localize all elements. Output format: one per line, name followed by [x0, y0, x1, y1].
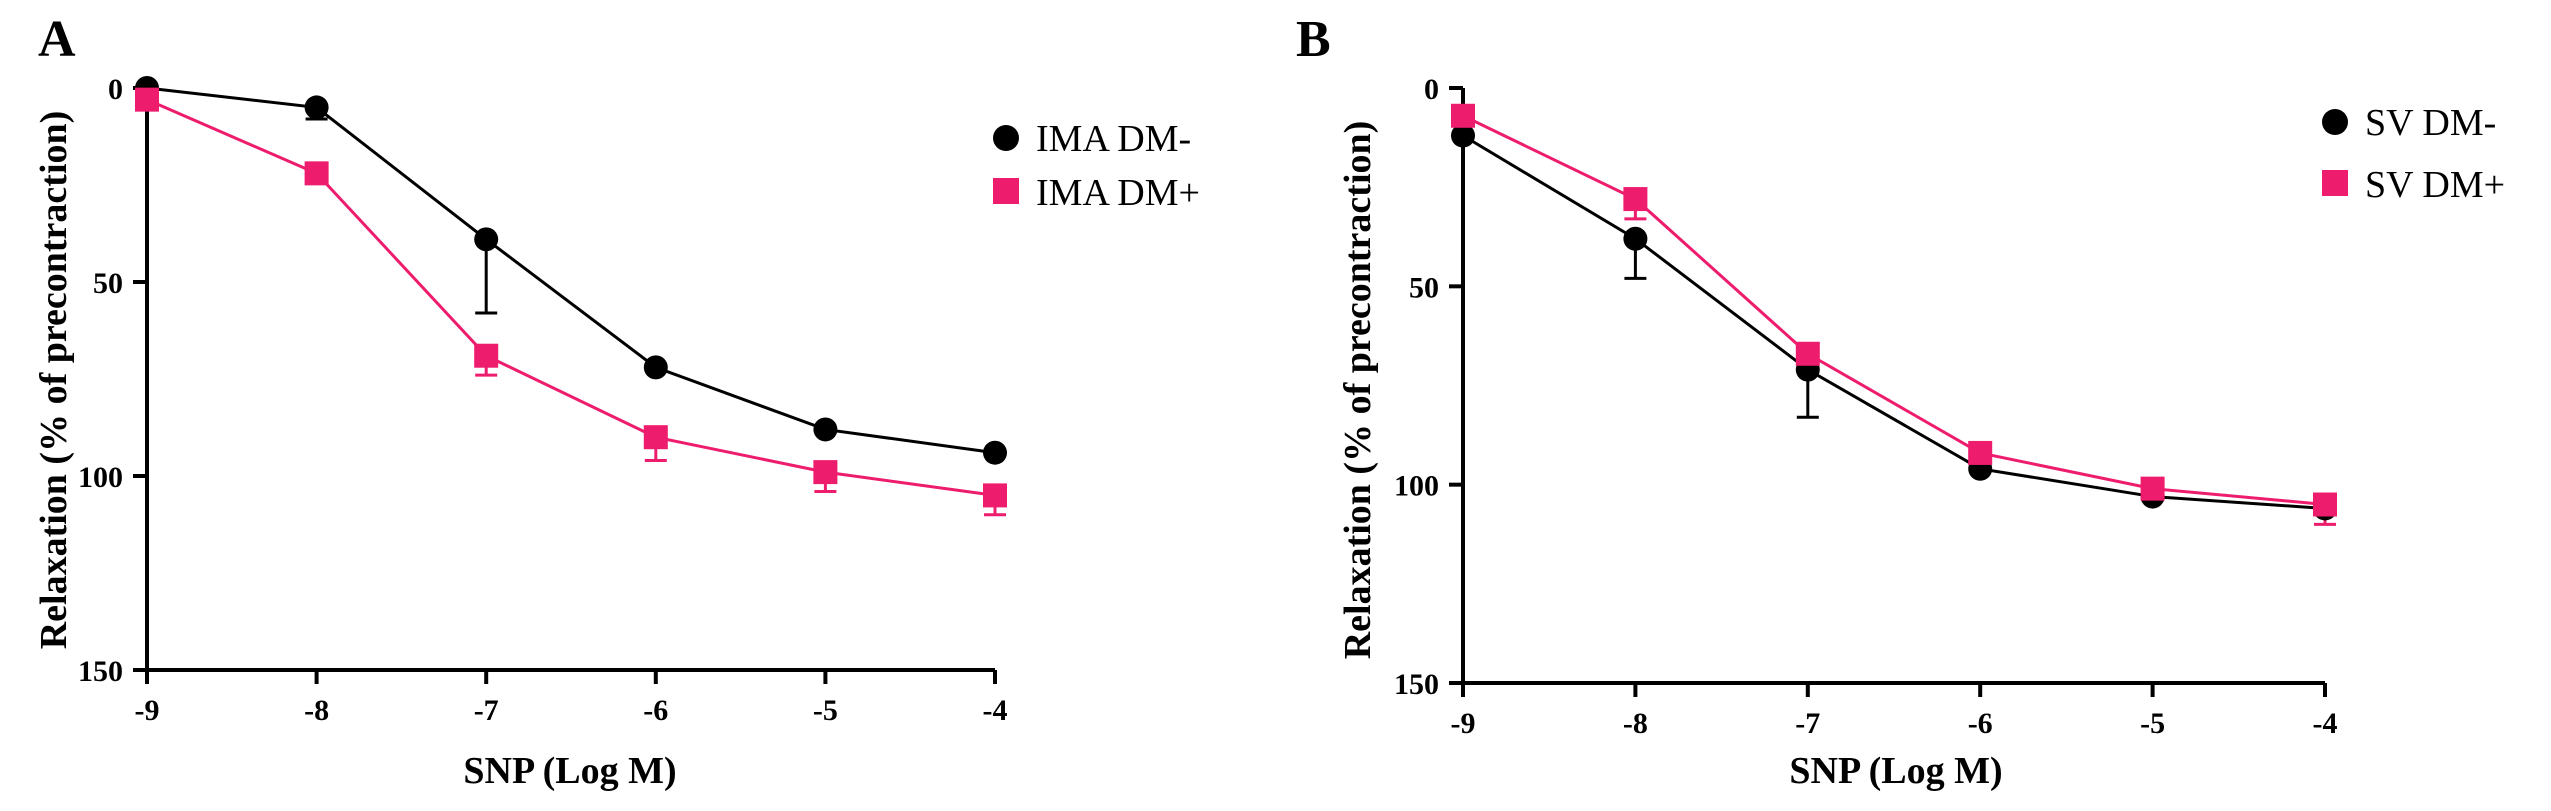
legend-item-ima-dm-plus: IMA DM+: [993, 172, 1200, 214]
x-tick-label: -6: [643, 694, 668, 727]
data-point-square: [1451, 103, 1475, 128]
data-point-square: [2140, 476, 2165, 501]
data-point-square: [983, 483, 1007, 508]
legend-square-marker: [993, 178, 1019, 204]
data-point-square: [813, 460, 838, 485]
series-line-0: [146, 86, 996, 455]
data-point-square: [304, 161, 329, 186]
y-tick-label: 0: [1424, 73, 1439, 106]
legend-label: SV DM+: [2365, 164, 2505, 206]
panel-b-letter: B: [1296, 11, 1331, 68]
legend-item-ima-dm-minus: IMA DM-: [993, 118, 1191, 160]
legend-circle-marker: [2322, 109, 2348, 135]
data-point-circle: [813, 417, 838, 442]
panel-b-marks: [1451, 103, 2337, 526]
x-tick-label: -9: [135, 694, 160, 727]
data-point-square: [1795, 341, 1820, 366]
x-tick-label: -4: [2313, 707, 2338, 740]
data-point-square: [474, 343, 499, 368]
series-line-1: [1462, 114, 2326, 506]
legend-label: IMA DM-: [1036, 118, 1191, 160]
panel-a-letter: A: [38, 11, 76, 68]
legend-label: SV DM-: [2365, 102, 2496, 144]
y-tick-label: 0: [108, 73, 123, 106]
y-tick-label: 150: [1394, 668, 1439, 701]
data-point-square: [135, 87, 159, 112]
panel-a-legend: IMA DM- IMA DM+: [993, 118, 1200, 214]
panel-a: A Relaxation (% of precontraction) SNP (…: [33, 11, 1200, 792]
x-tick-label: -5: [2140, 707, 2165, 740]
data-point-square: [2313, 492, 2337, 517]
x-tick-label: -5: [813, 694, 838, 727]
data-point-circle: [304, 95, 329, 120]
data-point-circle: [1623, 226, 1648, 251]
x-tick-label: -6: [1968, 707, 1993, 740]
panel-a-y-axis-title: Relaxation (% of precontraction): [33, 111, 75, 650]
panel-b-y-axis-title: Relaxation (% of precontraction): [1337, 121, 1379, 660]
x-tick-label: -8: [1623, 707, 1648, 740]
legend-square-marker: [2322, 170, 2348, 196]
x-tick-label: -7: [1795, 707, 1820, 740]
y-tick-label: 100: [1394, 470, 1439, 503]
y-tick-label: 150: [78, 655, 123, 688]
panel-b: B Relaxation (% of precontraction) SNP (…: [1296, 11, 2505, 792]
series-line-1: [146, 98, 996, 497]
data-point-square: [1623, 187, 1648, 212]
panel-a-axes: [145, 88, 995, 672]
data-point-circle: [643, 355, 668, 380]
x-tick-label: -7: [474, 694, 499, 727]
panel-b-legend: SV DM- SV DM+: [2322, 102, 2505, 206]
x-tick-label: -8: [304, 694, 329, 727]
legend-label: IMA DM+: [1036, 172, 1200, 214]
data-point-circle: [983, 440, 1007, 465]
legend-item-sv-dm-plus: SV DM+: [2322, 164, 2505, 206]
panel-b-axes: [1461, 88, 2325, 685]
data-point-square: [643, 425, 668, 450]
panel-b-ticks: 0 50 100 150 -9 -8 -7 -6 -5 -4: [1394, 73, 2338, 740]
panel-a-marks: [135, 76, 1007, 517]
data-point-circle: [1451, 123, 1475, 148]
legend-circle-marker: [993, 125, 1019, 151]
x-tick-label: -4: [983, 694, 1008, 727]
data-point-circle: [474, 227, 499, 252]
data-point-square: [1968, 440, 1993, 465]
y-tick-label: 50: [1409, 271, 1439, 304]
panel-a-x-axis-title: SNP (Log M): [463, 750, 676, 792]
panel-a-ticks: 0 50 100 150 -9 -8 -7 -6 -5 -4: [78, 73, 1008, 727]
x-tick-label: -9: [1451, 707, 1476, 740]
series-line-0: [1462, 134, 2326, 510]
legend-item-sv-dm-minus: SV DM-: [2322, 102, 2496, 144]
panel-b-x-axis-title: SNP (Log M): [1789, 750, 2002, 792]
y-tick-label: 100: [78, 461, 123, 494]
y-tick-label: 50: [93, 267, 123, 300]
